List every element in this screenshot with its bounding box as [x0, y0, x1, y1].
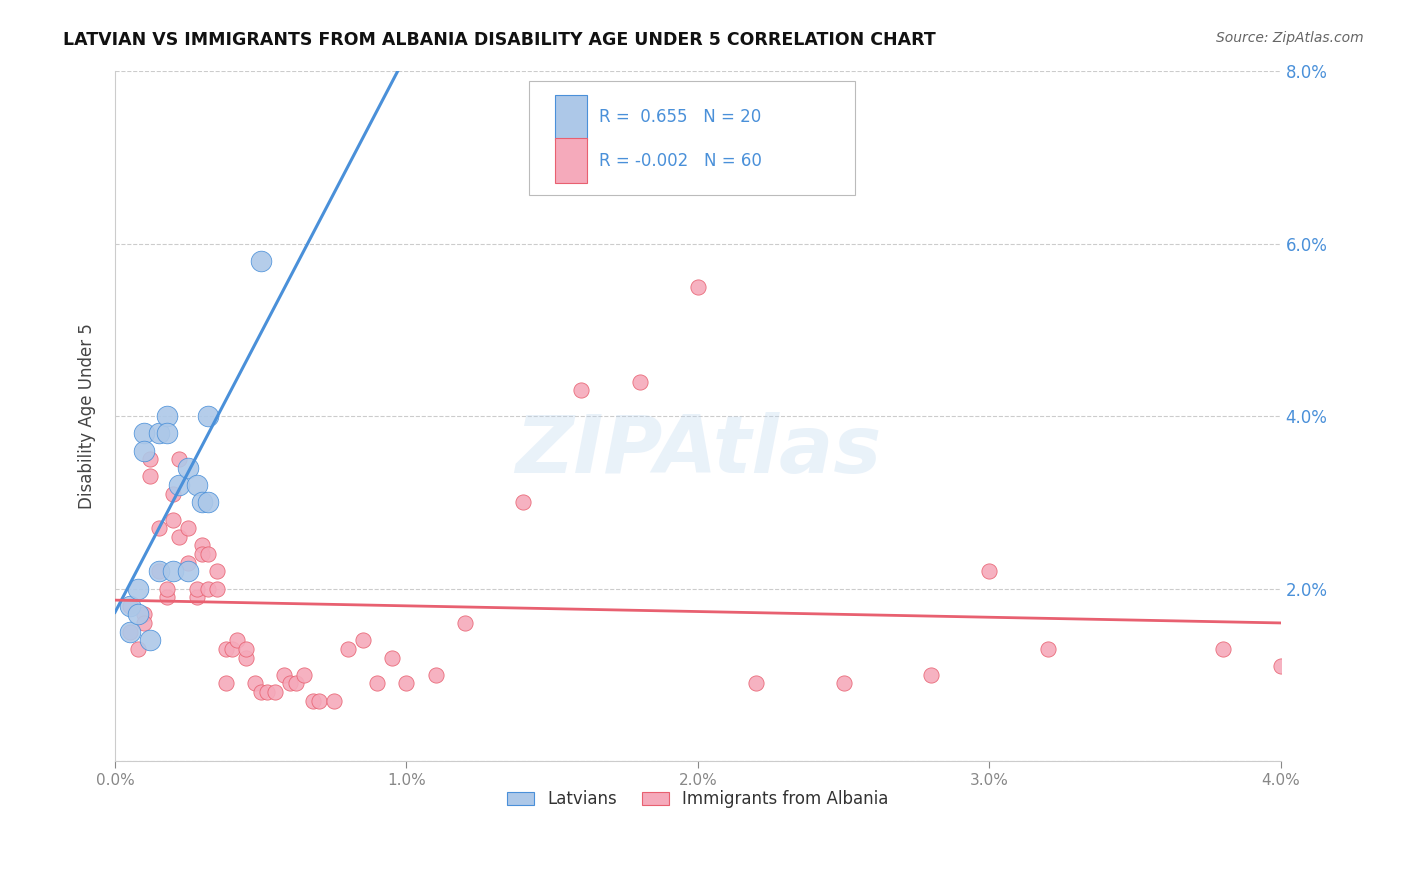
- Point: [118, 624, 141, 639]
- Point: [686, 279, 709, 293]
- Point: [235, 650, 257, 665]
- Point: [454, 616, 477, 631]
- Point: [381, 650, 404, 665]
- Point: [249, 685, 271, 699]
- Point: [569, 383, 592, 397]
- Point: [139, 452, 162, 467]
- Point: [205, 582, 228, 596]
- Point: [148, 564, 170, 578]
- Point: [395, 676, 418, 690]
- Point: [197, 409, 219, 423]
- Point: [256, 685, 278, 699]
- Point: [745, 676, 768, 690]
- Point: [249, 253, 271, 268]
- Point: [215, 676, 238, 690]
- Point: [134, 426, 156, 441]
- Point: [127, 582, 149, 596]
- Point: [1036, 642, 1059, 657]
- Point: [273, 668, 295, 682]
- Point: [366, 676, 388, 690]
- Text: LATVIAN VS IMMIGRANTS FROM ALBANIA DISABILITY AGE UNDER 5 CORRELATION CHART: LATVIAN VS IMMIGRANTS FROM ALBANIA DISAB…: [63, 31, 936, 49]
- Point: [156, 409, 179, 423]
- Point: [920, 668, 942, 682]
- Point: [294, 668, 316, 682]
- Point: [979, 564, 1001, 578]
- Point: [512, 495, 534, 509]
- Point: [284, 676, 307, 690]
- Point: [156, 426, 179, 441]
- Point: [302, 694, 325, 708]
- Text: R = -0.002   N = 60: R = -0.002 N = 60: [599, 152, 762, 169]
- Point: [148, 426, 170, 441]
- Text: ZIPAtlas: ZIPAtlas: [515, 411, 882, 490]
- FancyBboxPatch shape: [554, 95, 588, 140]
- Y-axis label: Disability Age Under 5: Disability Age Under 5: [79, 323, 96, 509]
- Point: [197, 495, 219, 509]
- Point: [628, 375, 651, 389]
- Point: [322, 694, 344, 708]
- Point: [127, 642, 149, 657]
- Point: [278, 676, 301, 690]
- Point: [186, 591, 208, 605]
- Point: [191, 495, 214, 509]
- Point: [167, 478, 190, 492]
- FancyBboxPatch shape: [554, 138, 588, 183]
- Point: [205, 564, 228, 578]
- Point: [226, 633, 249, 648]
- Legend: Latvians, Immigrants from Albania: Latvians, Immigrants from Albania: [501, 783, 896, 815]
- Point: [264, 685, 287, 699]
- Point: [186, 582, 208, 596]
- Point: [156, 591, 179, 605]
- Point: [167, 452, 190, 467]
- Point: [177, 556, 200, 570]
- Point: [197, 582, 219, 596]
- Point: [197, 547, 219, 561]
- Text: R =  0.655   N = 20: R = 0.655 N = 20: [599, 108, 761, 127]
- Point: [1212, 642, 1234, 657]
- Point: [177, 521, 200, 535]
- Point: [167, 530, 190, 544]
- Point: [337, 642, 360, 657]
- Point: [118, 624, 141, 639]
- Point: [148, 521, 170, 535]
- Point: [243, 676, 266, 690]
- Text: Source: ZipAtlas.com: Source: ZipAtlas.com: [1216, 31, 1364, 45]
- Point: [832, 676, 855, 690]
- Point: [118, 599, 141, 613]
- Point: [221, 642, 243, 657]
- Point: [139, 633, 162, 648]
- Point: [156, 582, 179, 596]
- Point: [177, 460, 200, 475]
- Point: [148, 564, 170, 578]
- Point: [162, 486, 184, 500]
- Point: [425, 668, 447, 682]
- Point: [127, 607, 149, 622]
- Point: [1270, 659, 1292, 673]
- Point: [215, 642, 238, 657]
- Point: [134, 607, 156, 622]
- Point: [186, 478, 208, 492]
- Point: [191, 538, 214, 552]
- Point: [134, 616, 156, 631]
- Point: [134, 443, 156, 458]
- Point: [191, 547, 214, 561]
- Point: [162, 512, 184, 526]
- Point: [352, 633, 374, 648]
- Point: [308, 694, 330, 708]
- Point: [177, 564, 200, 578]
- FancyBboxPatch shape: [529, 81, 855, 195]
- Point: [118, 599, 141, 613]
- Point: [139, 469, 162, 483]
- Point: [235, 642, 257, 657]
- Point: [162, 564, 184, 578]
